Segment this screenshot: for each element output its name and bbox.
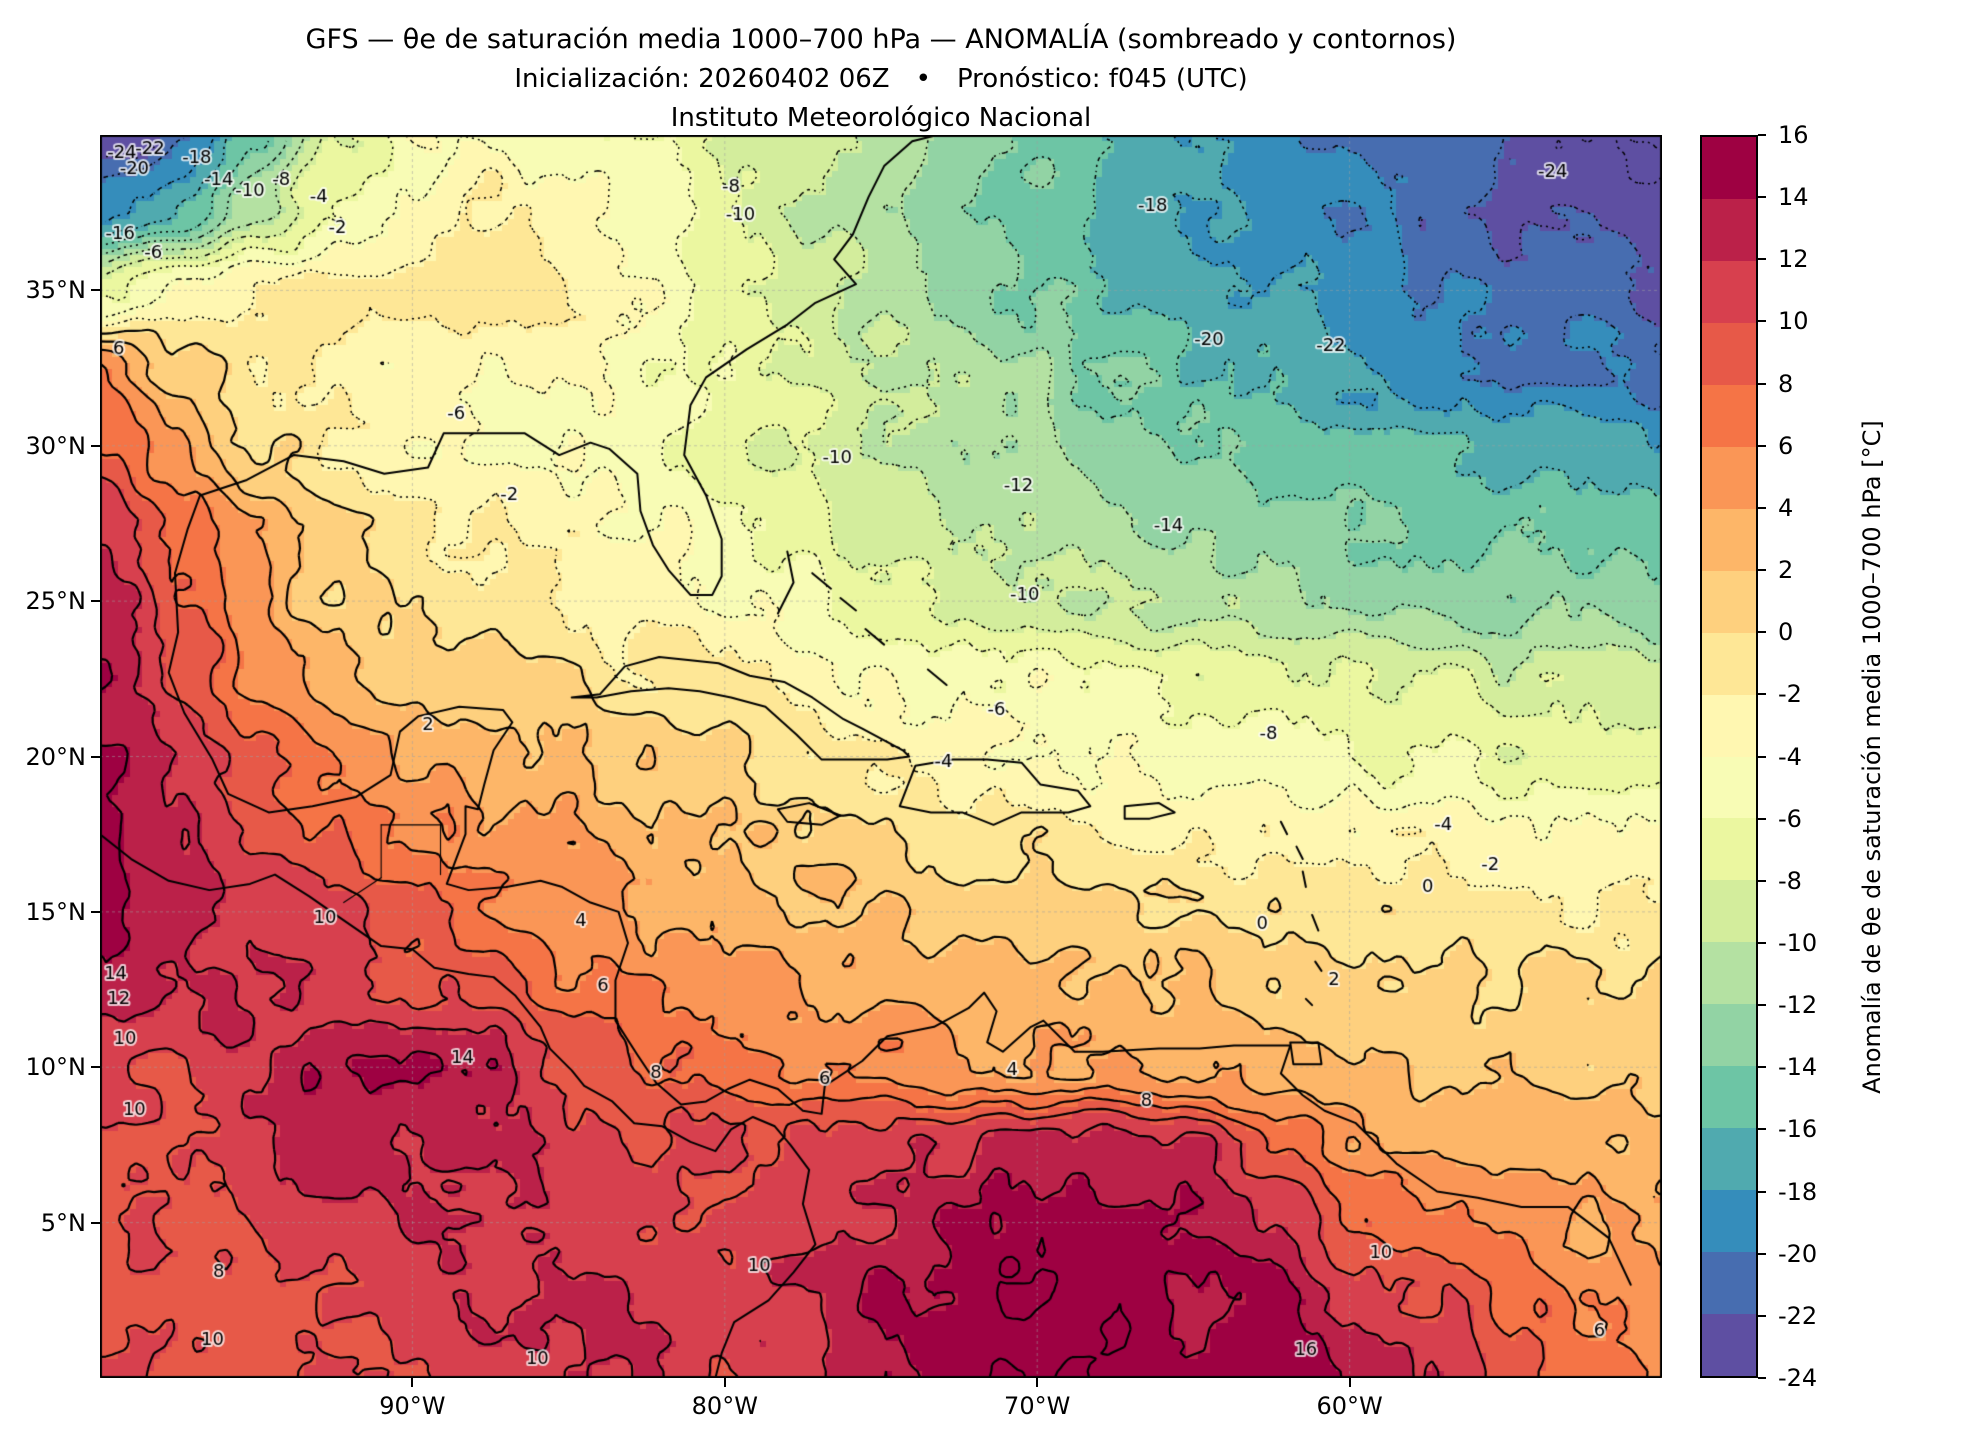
y-tick-label: 20°N	[25, 742, 87, 771]
colorbar-tick-mark	[1758, 258, 1766, 261]
colorbar-tick-mark	[1758, 879, 1766, 882]
y-tick-mark	[91, 289, 100, 292]
colorbar-tick-label: 14	[1778, 183, 1809, 212]
colorbar-tick-label: -20	[1778, 1239, 1818, 1268]
colorbar-tick-label: -18	[1778, 1177, 1818, 1206]
colorbar-tick-label: 0	[1778, 618, 1794, 647]
colorbar-tick-mark	[1758, 134, 1766, 136]
colorbar-tick-label: 10	[1778, 307, 1809, 336]
colorbar-tick-mark	[1758, 1252, 1766, 1255]
y-tick-mark	[91, 444, 100, 447]
chart-institution: Instituto Meteorológico Nacional	[670, 103, 1092, 133]
colorbar-band	[1702, 1128, 1756, 1191]
colorbar-tick-label: -8	[1778, 866, 1802, 895]
colorbar-tick-mark	[1758, 1314, 1766, 1317]
colorbar-band	[1702, 570, 1756, 633]
colorbar-band	[1702, 446, 1756, 509]
colorbar-band	[1702, 137, 1756, 199]
colorbar-band	[1702, 508, 1756, 571]
y-tick-label: 25°N	[25, 587, 87, 616]
colorbar-tick-mark	[1758, 320, 1766, 323]
colorbar-tick-mark	[1758, 196, 1766, 199]
y-tick-mark	[91, 1221, 100, 1224]
y-tick-mark	[91, 600, 100, 603]
colorbar-band	[1702, 942, 1756, 1005]
colorbar-tick-label: -24	[1778, 1364, 1818, 1392]
colorbar-tick-label: -4	[1778, 742, 1802, 771]
colorbar-band	[1702, 694, 1756, 757]
colorbar-tick-mark	[1758, 1066, 1766, 1069]
x-tick-label: 60°W	[1316, 1392, 1383, 1420]
colorbar-tick-mark	[1758, 1377, 1766, 1379]
colorbar-tick-mark	[1758, 1004, 1766, 1007]
colorbar-band	[1702, 1004, 1756, 1067]
colorbar-tick-mark	[1758, 755, 1766, 758]
y-tick-label: 5°N	[40, 1208, 86, 1237]
colorbar-tick-label: 6	[1778, 431, 1794, 460]
colorbar-band	[1702, 1190, 1756, 1253]
x-tick-mark	[411, 1378, 414, 1387]
colorbar-band	[1702, 632, 1756, 695]
y-tick-mark	[91, 910, 100, 913]
x-tick-label: 80°W	[691, 1392, 758, 1420]
colorbar-tick-label: -14	[1778, 1053, 1818, 1082]
colorbar-tick-mark	[1758, 382, 1766, 385]
colorbar-band	[1702, 384, 1756, 447]
colorbar-tick-mark	[1758, 941, 1766, 944]
y-tick-label: 30°N	[25, 431, 87, 460]
colorbar-band	[1702, 1066, 1756, 1129]
y-tick-label: 15°N	[25, 897, 87, 926]
colorbar	[1700, 135, 1758, 1378]
colorbar-band	[1702, 198, 1756, 261]
chart-subtitle: Inicialización: 20260402 06Z • Pronóstic…	[514, 64, 1248, 94]
colorbar-band	[1702, 1252, 1756, 1315]
colorbar-tick-label: -2	[1778, 680, 1802, 709]
x-tick-mark	[1348, 1378, 1351, 1387]
colorbar-band	[1702, 756, 1756, 819]
colorbar-tick-mark	[1758, 817, 1766, 820]
chart-title: GFS — θe de saturación media 1000–700 hP…	[305, 24, 1457, 55]
colorbar-tick-mark	[1758, 693, 1766, 696]
colorbar-tick-label: 16	[1778, 121, 1809, 149]
colorbar-band	[1702, 1314, 1756, 1377]
colorbar-band	[1702, 818, 1756, 881]
colorbar-tick-label: 2	[1778, 556, 1794, 585]
colorbar-tick-label: -10	[1778, 928, 1818, 957]
x-tick-mark	[723, 1378, 726, 1387]
colorbar-band	[1702, 322, 1756, 385]
colorbar-tick-mark	[1758, 1190, 1766, 1193]
colorbar-band	[1702, 260, 1756, 323]
colorbar-band	[1702, 880, 1756, 943]
y-tick-mark	[91, 1066, 100, 1069]
colorbar-tick-label: -6	[1778, 804, 1802, 833]
colorbar-tick-label: 12	[1778, 245, 1809, 274]
title-block: GFS — θe de saturación media 1000–700 hP…	[100, 24, 1662, 133]
y-tick-label: 35°N	[25, 276, 87, 305]
colorbar-tick-mark	[1758, 631, 1766, 634]
colorbar-tick-label: -16	[1778, 1115, 1818, 1144]
colorbar-tick-label: -12	[1778, 991, 1818, 1020]
x-tick-label: 70°W	[1004, 1392, 1071, 1420]
colorbar-tick-mark	[1758, 569, 1766, 572]
colorbar-tick-label: 4	[1778, 493, 1794, 522]
x-tick-label: 90°W	[379, 1392, 446, 1420]
colorbar-tick-label: -22	[1778, 1301, 1818, 1330]
anomaly-map-canvas	[100, 135, 1662, 1378]
colorbar-tick-mark	[1758, 444, 1766, 447]
y-tick-label: 10°N	[25, 1053, 87, 1082]
colorbar-label: Anomalía de θe de saturación media 1000–…	[1858, 420, 1886, 1094]
colorbar-tick-mark	[1758, 1128, 1766, 1131]
y-tick-mark	[91, 755, 100, 758]
colorbar-tick-label: 8	[1778, 369, 1794, 398]
x-tick-mark	[1036, 1378, 1039, 1387]
colorbar-tick-mark	[1758, 506, 1766, 509]
